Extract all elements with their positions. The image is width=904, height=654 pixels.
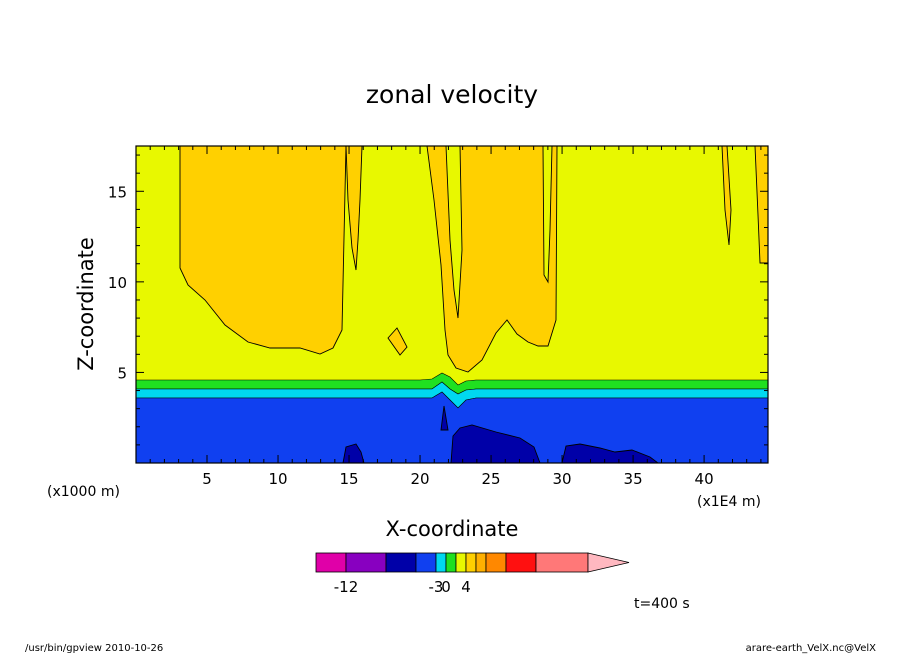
x-unit-left: (x1000 m) [47,484,120,500]
colorbar-tick-label: -12 [334,578,359,596]
colorbar: -12 -30 4 [315,552,630,596]
x-tick-label: 25 [482,470,501,488]
y-tick-label: 15 [108,183,127,201]
x-tick-label: 5 [202,470,212,488]
deep-negative-cell [450,424,541,463]
x-axis: 5 10 15 20 25 30 35 40 [149,146,762,488]
y-axis: 5 10 15 [108,154,768,446]
colorbar-tick-label: -3 [429,578,444,596]
deep-negative-cell [561,443,659,463]
colorbar-bin [475,552,487,573]
positive-cell [387,327,408,356]
colorbar-bin [435,552,447,573]
negative-layer [136,391,768,463]
positive-cell [166,146,347,355]
x-tick-label: 20 [410,470,429,488]
colorbar-bin [415,552,437,573]
colorbar-bin [345,552,387,573]
colorbar-bin [485,552,507,573]
y-tick-label: 5 [117,364,127,382]
time-annotation: t=400 s [634,596,690,612]
x-tick-label: 40 [695,470,714,488]
x-axis-label: X-coordinate [386,517,519,541]
plot-area [136,146,768,463]
colorbar-bin [315,552,347,573]
positive-cell [345,146,363,271]
x-tick-label: 15 [339,470,358,488]
x-unit-right: (x1E4 m) [697,494,761,510]
colorbar-bin [465,552,477,573]
positive-cell [426,146,558,373]
positive-cell [721,146,732,246]
x-tick-label: 10 [268,470,287,488]
colorbar-bin [455,552,467,573]
colorbar-bin [445,552,457,573]
x-tick-label: 30 [553,470,572,488]
y-axis-label: Z-coordinate [74,237,98,371]
footer-left: /usr/bin/gpview 2010-10-26 [25,643,163,654]
footer-right: arare-earth_VelX.nc@VelX [746,643,877,654]
chart-title: zonal velocity [366,80,538,109]
colorbar-bin [385,552,417,573]
positive-cell [754,146,768,264]
x-tick-label: 35 [624,470,643,488]
colorbar-bin [505,552,537,573]
colorbar-tick-label: 0 [441,578,451,596]
deep-negative-cell [342,443,365,463]
y-tick-label: 10 [108,274,127,292]
plot-frame [135,145,769,464]
colorbar-tick-label: 4 [461,578,471,596]
colorbar-bin [535,552,589,573]
colorbar-overflow-arrow [587,552,630,573]
deep-negative-cell [440,405,449,431]
